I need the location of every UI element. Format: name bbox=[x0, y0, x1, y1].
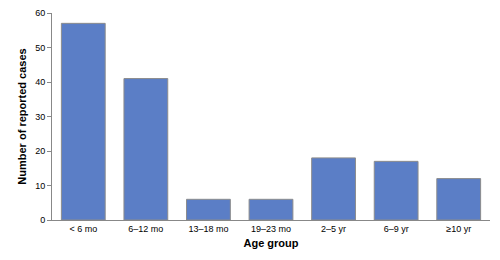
svg-text:Number of reported cases: Number of reported cases bbox=[16, 48, 28, 184]
svg-text:10: 10 bbox=[35, 181, 45, 191]
svg-text:Age group: Age group bbox=[244, 237, 299, 249]
svg-text:30: 30 bbox=[35, 112, 45, 122]
svg-text:60: 60 bbox=[35, 8, 45, 18]
svg-text:≥10 yr: ≥10 yr bbox=[446, 224, 471, 234]
svg-text:20: 20 bbox=[35, 146, 45, 156]
svg-text:6–9 yr: 6–9 yr bbox=[384, 224, 409, 234]
svg-text:< 6 mo: < 6 mo bbox=[69, 224, 97, 234]
svg-text:50: 50 bbox=[35, 43, 45, 53]
svg-text:19–23 mo: 19–23 mo bbox=[251, 224, 291, 234]
svg-text:0: 0 bbox=[40, 215, 45, 225]
svg-text:13–18 mo: 13–18 mo bbox=[188, 224, 228, 234]
svg-text:6–12 mo: 6–12 mo bbox=[128, 224, 163, 234]
svg-text:40: 40 bbox=[35, 77, 45, 87]
svg-text:2–5 yr: 2–5 yr bbox=[321, 224, 346, 234]
